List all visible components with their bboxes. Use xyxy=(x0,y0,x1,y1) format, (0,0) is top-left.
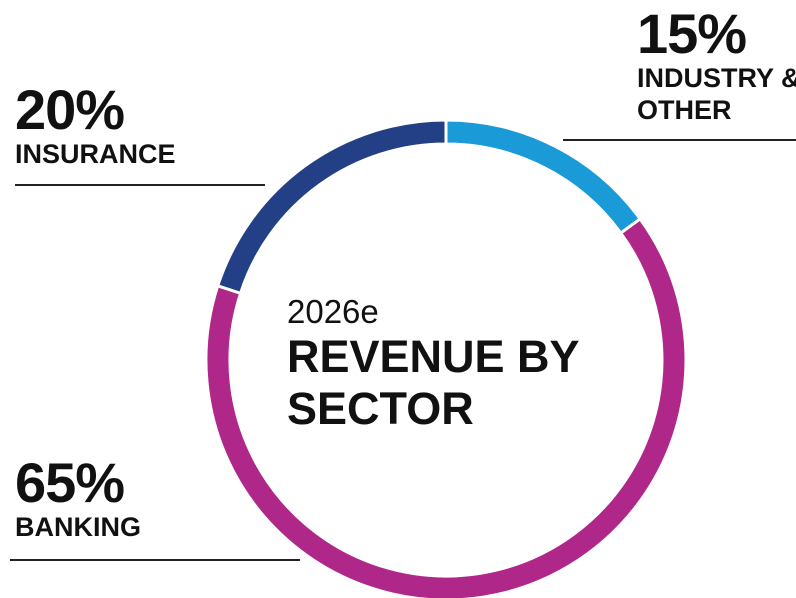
category-label: INDUSTRY & OTHER xyxy=(637,63,796,125)
slice-label: 15% INDUSTRY & OTHER xyxy=(637,6,796,126)
center-text: 2026e REVENUE BY SECTOR xyxy=(287,293,587,435)
chart-title: REVENUE BY SECTOR xyxy=(287,331,579,434)
chart-subtitle: 2026e xyxy=(287,293,379,330)
slice xyxy=(444,118,643,236)
slice-label: 20% INSURANCE xyxy=(15,82,315,170)
slice xyxy=(215,118,448,296)
category-label: BANKING xyxy=(15,512,141,542)
value-label: 20% xyxy=(15,78,125,141)
label-rule xyxy=(15,184,265,186)
category-label: INSURANCE xyxy=(15,139,176,169)
label-rule xyxy=(10,559,300,561)
value-label: 15% xyxy=(637,2,747,65)
slice-label: 65% BANKING xyxy=(15,455,315,543)
label-rule xyxy=(563,139,796,141)
value-label: 65% xyxy=(15,451,125,514)
